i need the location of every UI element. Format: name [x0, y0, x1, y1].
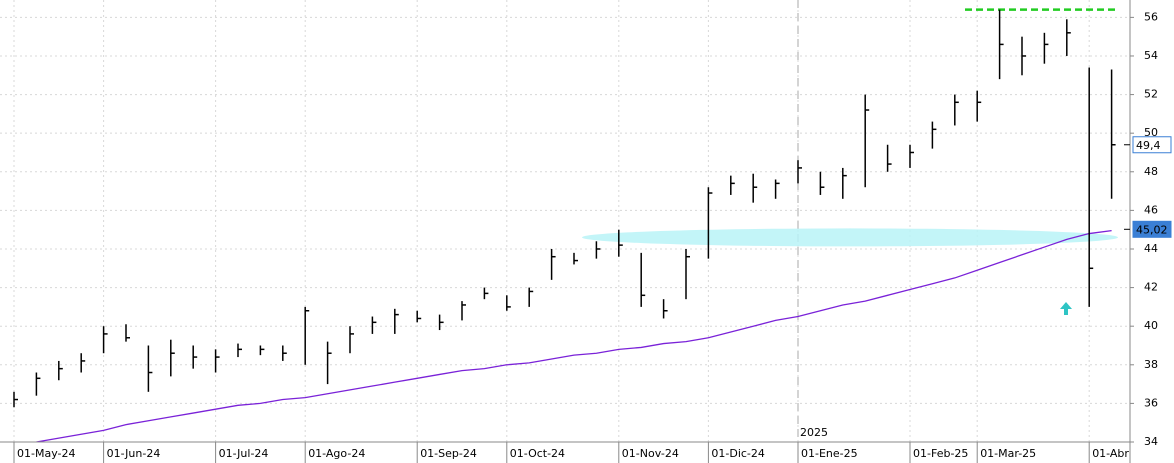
x-tick-label: 01-Dic-24 — [711, 447, 765, 460]
x-tick-label: 01-Ago-24 — [308, 447, 365, 460]
x-tick-label: 01-Mar-25 — [980, 447, 1036, 460]
plot-area — [0, 0, 1130, 442]
price-label: 49,4 — [1136, 139, 1161, 152]
x-tick-label: 01-Sep-24 — [420, 447, 477, 460]
y-tick-label: 50 — [1144, 126, 1158, 139]
support-zone — [582, 228, 1118, 247]
y-tick-label: 34 — [1144, 435, 1158, 448]
y-tick-label: 40 — [1144, 319, 1158, 332]
price-label: 45,02 — [1136, 223, 1168, 236]
y-tick-label: 36 — [1144, 396, 1158, 409]
price-box — [1132, 220, 1172, 238]
y-tick-label: 52 — [1144, 88, 1158, 101]
y-tick-label: 48 — [1144, 165, 1158, 178]
x-tick-label: 01-May-24 — [17, 447, 75, 460]
x-tick-label: 01-Jun-24 — [107, 447, 161, 460]
x-tick-label: 01-Nov-24 — [622, 447, 679, 460]
axes: 34 36 38 40 42 44 46 48 50 52 54 56 01-May-24 01-Jun-… — [13, 10, 1172, 463]
x-tick-label: 01-Oct-24 — [510, 447, 565, 460]
y-tick-label: 56 — [1144, 10, 1158, 23]
x-tick-label: 01-Feb-25 — [913, 447, 968, 460]
x-tick-label: 01-Jul-24 — [219, 447, 269, 460]
x-tick-label: 01-Abr — [1092, 447, 1129, 460]
y-tick-label: 54 — [1144, 49, 1158, 62]
price-box — [1132, 136, 1172, 154]
y-tick-label: 42 — [1144, 281, 1158, 294]
moving-average — [28, 230, 1112, 442]
y-tick-label: 38 — [1144, 358, 1158, 371]
y-tick-label: 46 — [1144, 203, 1158, 216]
arrow-icon — [1060, 302, 1072, 315]
year-label: 2025 — [800, 426, 828, 439]
x-tick-label: 01-Ene-25 — [801, 447, 858, 460]
y-tick-label: 44 — [1144, 242, 1158, 255]
